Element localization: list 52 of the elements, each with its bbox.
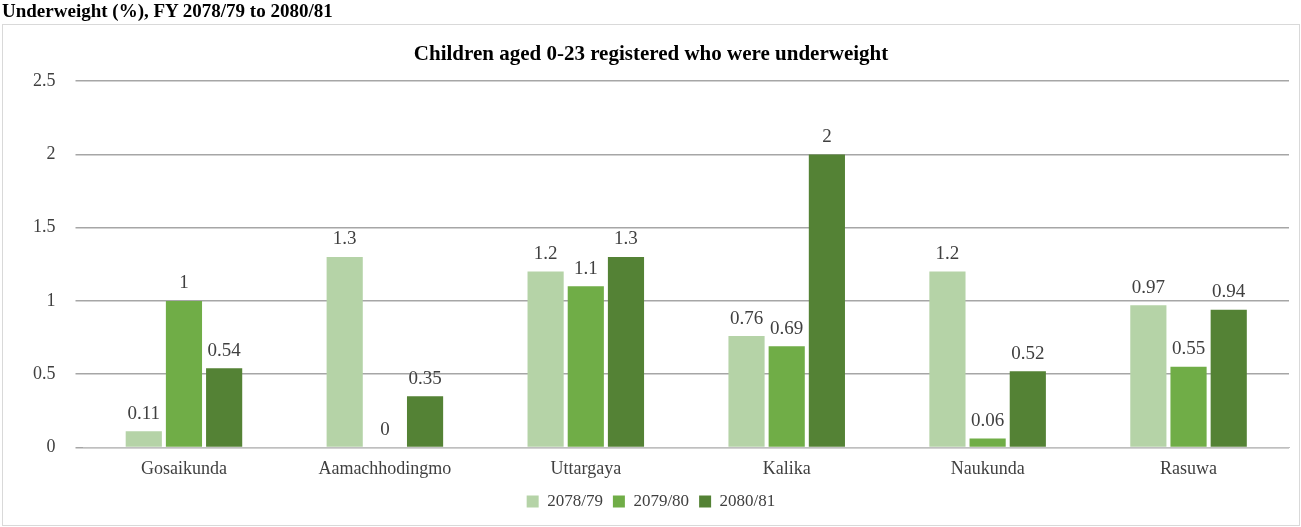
- bar: [326, 256, 363, 447]
- data-label: 0.54: [207, 338, 242, 360]
- y-tick-label: 1.5: [33, 216, 56, 237]
- bar: [808, 154, 845, 447]
- bar: [206, 368, 243, 447]
- data-label: 0.35: [408, 366, 442, 388]
- data-label: 0.52: [1011, 341, 1045, 363]
- data-label: 0.97: [1131, 275, 1165, 297]
- y-tick-label: 2.5: [33, 69, 56, 90]
- bar: [527, 271, 564, 447]
- bar: [1009, 371, 1046, 447]
- y-tick-label: 1: [46, 289, 56, 310]
- bar: [1130, 305, 1167, 447]
- data-label: 1.2: [533, 242, 558, 264]
- bar: [969, 438, 1006, 447]
- bar: [607, 256, 645, 447]
- bar: [1210, 309, 1247, 447]
- data-label: 0: [380, 417, 390, 439]
- data-label: 0.06: [971, 409, 1005, 431]
- data-label: 1.2: [935, 242, 960, 264]
- x-tick-label: Naukunda: [950, 457, 1025, 478]
- x-tick-label: Gosaikunda: [140, 457, 227, 478]
- bar: [728, 336, 765, 447]
- data-label: 1.3: [614, 227, 638, 249]
- chart-subtitle: Underweight (%), FY 2078/79 to 2080/81: [1, 0, 334, 22]
- x-tick-label: Kalika: [762, 457, 811, 478]
- bar: [165, 300, 203, 447]
- data-label: 1.1: [573, 256, 598, 278]
- y-tick-label: 0.5: [33, 362, 56, 383]
- bar: [1170, 366, 1207, 447]
- x-tick-label: Aamachhodingmo: [318, 457, 452, 478]
- bar: [929, 271, 966, 447]
- data-label: 1.3: [332, 227, 357, 249]
- x-tick-label: Uttargaya: [550, 457, 622, 478]
- legend-label: 2078/79: [547, 490, 603, 510]
- data-label: 0.76: [729, 306, 764, 328]
- bar: [768, 346, 805, 447]
- data-label: 0.55: [1171, 337, 1206, 359]
- y-tick-label: 0: [46, 436, 56, 457]
- legend-label: 2080/81: [719, 490, 776, 510]
- data-label: 1: [179, 271, 189, 293]
- y-tick-label: 2: [46, 143, 56, 164]
- chart-title: Children aged 0-23 registered who were underweight: [413, 41, 889, 66]
- legend-label: 2079/80: [633, 490, 690, 510]
- bar: [125, 431, 162, 447]
- data-label: 0.69: [770, 316, 804, 338]
- bar: [406, 396, 444, 447]
- data-label: 2: [822, 124, 832, 146]
- data-label: 0.11: [127, 401, 161, 423]
- x-tick-label: Rasuwa: [1160, 457, 1218, 478]
- bar: [567, 286, 604, 447]
- data-label: 0.94: [1212, 280, 1246, 302]
